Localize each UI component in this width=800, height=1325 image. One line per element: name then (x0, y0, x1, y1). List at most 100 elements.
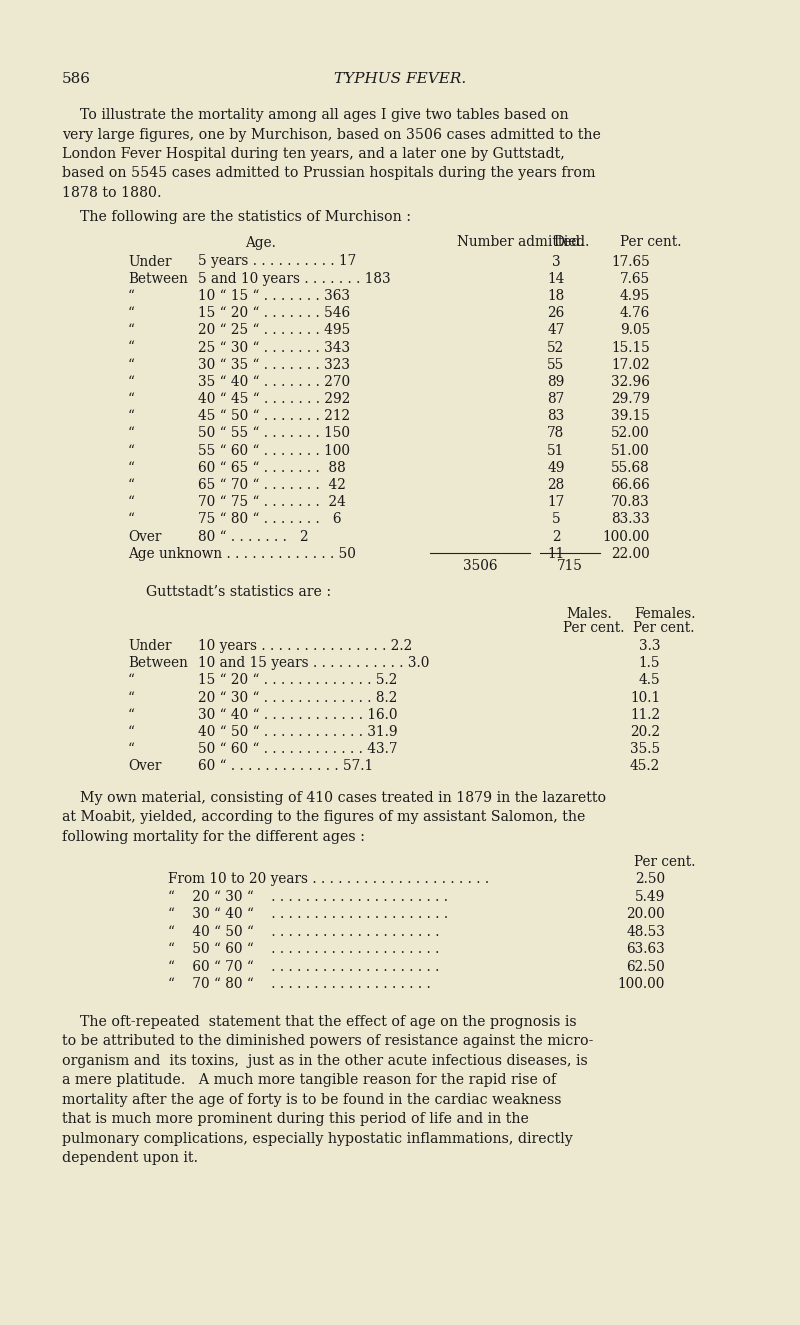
Text: 39.15: 39.15 (611, 409, 650, 423)
Text: Number admitted.: Number admitted. (457, 236, 584, 249)
Text: 100.00: 100.00 (618, 977, 665, 991)
Text: 49: 49 (547, 461, 565, 474)
Text: 50 “ 55 “ . . . . . . . 150: 50 “ 55 “ . . . . . . . 150 (198, 427, 350, 440)
Text: “: “ (128, 673, 135, 688)
Text: 5: 5 (552, 513, 560, 526)
Text: “: “ (128, 478, 135, 492)
Text: 10 “ 15 “ . . . . . . . 363: 10 “ 15 “ . . . . . . . 363 (198, 289, 350, 303)
Text: 55 “ 60 “ . . . . . . . 100: 55 “ 60 “ . . . . . . . 100 (198, 444, 350, 457)
Text: “: “ (128, 708, 135, 722)
Text: that is much more prominent during this period of life and in the: that is much more prominent during this … (62, 1112, 529, 1126)
Text: Under: Under (128, 254, 171, 269)
Text: 5 and 10 years . . . . . . . 183: 5 and 10 years . . . . . . . 183 (198, 272, 390, 286)
Text: 83: 83 (547, 409, 565, 423)
Text: Age unknown . . . . . . . . . . . . . 50: Age unknown . . . . . . . . . . . . . 50 (128, 547, 356, 560)
Text: 50 “ 60 “ . . . . . . . . . . . . 43.7: 50 “ 60 “ . . . . . . . . . . . . 43.7 (198, 742, 398, 757)
Text: 87: 87 (547, 392, 565, 405)
Text: From 10 to 20 years . . . . . . . . . . . . . . . . . . . . .: From 10 to 20 years . . . . . . . . . . … (168, 872, 489, 886)
Text: Per cent.: Per cent. (563, 621, 625, 635)
Text: 48.53: 48.53 (626, 925, 665, 938)
Text: 45 “ 50 “ . . . . . . . 212: 45 “ 50 “ . . . . . . . 212 (198, 409, 350, 423)
Text: 100.00: 100.00 (602, 530, 650, 543)
Text: 29.79: 29.79 (611, 392, 650, 405)
Text: 9.05: 9.05 (620, 323, 650, 338)
Text: 62.50: 62.50 (626, 959, 665, 974)
Text: Between: Between (128, 656, 188, 670)
Text: “: “ (128, 375, 135, 390)
Text: 55: 55 (547, 358, 565, 372)
Text: 10 years . . . . . . . . . . . . . . . 2.2: 10 years . . . . . . . . . . . . . . . 2… (198, 639, 412, 653)
Text: 3506: 3506 (462, 559, 498, 572)
Text: 30 “ 40 “ . . . . . . . . . . . . 16.0: 30 “ 40 “ . . . . . . . . . . . . 16.0 (198, 708, 398, 722)
Text: 10 and 15 years . . . . . . . . . . . 3.0: 10 and 15 years . . . . . . . . . . . 3.… (198, 656, 430, 670)
Text: 66.66: 66.66 (611, 478, 650, 492)
Text: 20 “ 30 “ . . . . . . . . . . . . . 8.2: 20 “ 30 “ . . . . . . . . . . . . . 8.2 (198, 690, 398, 705)
Text: “    50 “ 60 “    . . . . . . . . . . . . . . . . . . . .: “ 50 “ 60 “ . . . . . . . . . . . . . . … (168, 942, 439, 957)
Text: 5 years . . . . . . . . . . 17: 5 years . . . . . . . . . . 17 (198, 254, 356, 269)
Text: very large figures, one by Murchison, based on 3506 cases admitted to the: very large figures, one by Murchison, ba… (62, 127, 601, 142)
Text: “    40 “ 50 “    . . . . . . . . . . . . . . . . . . . .: “ 40 “ 50 “ . . . . . . . . . . . . . . … (168, 925, 439, 938)
Text: 70 “ 75 “ . . . . . . .  24: 70 “ 75 “ . . . . . . . 24 (198, 496, 346, 509)
Text: “: “ (128, 409, 135, 423)
Text: dependent upon it.: dependent upon it. (62, 1151, 198, 1165)
Text: “: “ (128, 461, 135, 474)
Text: 4.95: 4.95 (620, 289, 650, 303)
Text: Per cent.: Per cent. (620, 236, 682, 249)
Text: at Moabit, yielded, according to the figures of my assistant Salomon, the: at Moabit, yielded, according to the fig… (62, 810, 586, 824)
Text: 586: 586 (62, 72, 91, 86)
Text: “: “ (128, 341, 135, 355)
Text: “: “ (128, 742, 135, 757)
Text: 20 “ 25 “ . . . . . . . 495: 20 “ 25 “ . . . . . . . 495 (198, 323, 350, 338)
Text: 47: 47 (547, 323, 565, 338)
Text: 17: 17 (547, 496, 565, 509)
Text: 40 “ 45 “ . . . . . . . 292: 40 “ 45 “ . . . . . . . 292 (198, 392, 350, 405)
Text: 20.00: 20.00 (626, 908, 665, 921)
Text: based on 5545 cases admitted to Prussian hospitals during the years from: based on 5545 cases admitted to Prussian… (62, 167, 595, 180)
Text: 35.5: 35.5 (630, 742, 660, 757)
Text: “: “ (128, 690, 135, 705)
Text: “    20 “ 30 “    . . . . . . . . . . . . . . . . . . . . .: “ 20 “ 30 “ . . . . . . . . . . . . . . … (168, 889, 448, 904)
Text: mortality after the age of forty is to be found in the cardiac weakness: mortality after the age of forty is to b… (62, 1093, 562, 1106)
Text: Age.: Age. (245, 236, 276, 249)
Text: 51: 51 (547, 444, 565, 457)
Text: 7.65: 7.65 (620, 272, 650, 286)
Text: 22.00: 22.00 (611, 547, 650, 560)
Text: 40 “ 50 “ . . . . . . . . . . . . 31.9: 40 “ 50 “ . . . . . . . . . . . . 31.9 (198, 725, 398, 739)
Text: 715: 715 (557, 559, 583, 572)
Text: “    70 “ 80 “    . . . . . . . . . . . . . . . . . . .: “ 70 “ 80 “ . . . . . . . . . . . . . . … (168, 977, 430, 991)
Text: 35 “ 40 “ . . . . . . . 270: 35 “ 40 “ . . . . . . . 270 (198, 375, 350, 390)
Text: 52: 52 (547, 341, 565, 355)
Text: 83.33: 83.33 (611, 513, 650, 526)
Text: Per cent.: Per cent. (634, 855, 695, 869)
Text: TYPHUS FEVER.: TYPHUS FEVER. (334, 72, 466, 86)
Text: “: “ (128, 725, 135, 739)
Text: 26: 26 (547, 306, 565, 321)
Text: following mortality for the different ages :: following mortality for the different ag… (62, 829, 365, 844)
Text: The following are the statistics of Murchison :: The following are the statistics of Murc… (62, 209, 411, 224)
Text: 2: 2 (552, 530, 560, 543)
Text: 14: 14 (547, 272, 565, 286)
Text: 89: 89 (547, 375, 565, 390)
Text: 70.83: 70.83 (611, 496, 650, 509)
Text: 80 “ . . . . . . .   2: 80 “ . . . . . . . 2 (198, 530, 309, 543)
Text: to be attributed to the diminished powers of resistance against the micro-: to be attributed to the diminished power… (62, 1034, 594, 1048)
Text: organism and  its toxins,  just as in the other acute infectious diseases, is: organism and its toxins, just as in the … (62, 1053, 588, 1068)
Text: a mere platitude.   A much more tangible reason for the rapid rise of: a mere platitude. A much more tangible r… (62, 1073, 556, 1086)
Text: “: “ (128, 323, 135, 338)
Text: 11: 11 (547, 547, 565, 560)
Text: 3.3: 3.3 (638, 639, 660, 653)
Text: pulmonary complications, especially hypostatic inflammations, directly: pulmonary complications, especially hypo… (62, 1132, 573, 1146)
Text: “: “ (128, 513, 135, 526)
Text: Females.: Females. (634, 607, 695, 621)
Text: 78: 78 (547, 427, 565, 440)
Text: Under: Under (128, 639, 171, 653)
Text: 17.65: 17.65 (611, 254, 650, 269)
Text: 18: 18 (547, 289, 565, 303)
Text: Between: Between (128, 272, 188, 286)
Text: Guttstadt’s statistics are :: Guttstadt’s statistics are : (128, 584, 331, 599)
Text: London Fever Hospital during ten years, and a later one by Guttstadt,: London Fever Hospital during ten years, … (62, 147, 565, 162)
Text: “    30 “ 40 “    . . . . . . . . . . . . . . . . . . . . .: “ 30 “ 40 “ . . . . . . . . . . . . . . … (168, 908, 448, 921)
Text: “: “ (128, 444, 135, 457)
Text: “: “ (128, 306, 135, 321)
Text: 51.00: 51.00 (611, 444, 650, 457)
